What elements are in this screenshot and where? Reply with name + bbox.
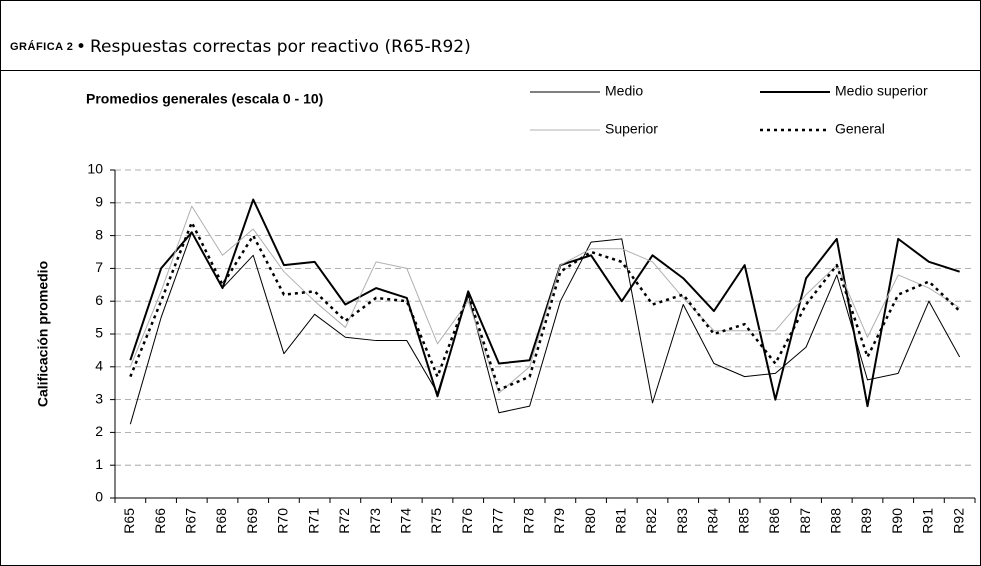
x-tick-label: R92 bbox=[950, 508, 966, 534]
y-tick-label: 1 bbox=[95, 456, 103, 472]
y-tick-label: 0 bbox=[95, 489, 103, 505]
x-tick-label: R88 bbox=[827, 508, 843, 534]
x-tick-label: R70 bbox=[275, 508, 291, 534]
series-line bbox=[129, 221, 961, 392]
y-tick-label: 5 bbox=[95, 325, 103, 341]
x-tick-label: R89 bbox=[858, 508, 874, 534]
chart-title: Promedios generales (escala 0 - 10) bbox=[86, 91, 323, 107]
x-tick-label: R76 bbox=[459, 508, 475, 534]
y-tick-label: 3 bbox=[95, 390, 103, 406]
y-tick-label: 6 bbox=[95, 292, 103, 308]
legend-label: Medio superior bbox=[835, 83, 928, 99]
x-tick-label: R65 bbox=[121, 508, 137, 534]
x-tick-label: R84 bbox=[705, 508, 721, 534]
x-tick-label: R87 bbox=[797, 508, 813, 534]
x-tick-label: R75 bbox=[428, 508, 444, 534]
legend-label: General bbox=[835, 121, 885, 137]
header-title: Respuestas correctas por reactivo (R65-R… bbox=[90, 37, 471, 57]
x-tick-label: R80 bbox=[582, 508, 598, 534]
x-tick-label: R77 bbox=[490, 508, 506, 534]
series-line bbox=[129, 198, 960, 408]
y-axis-label: Calificación promedio bbox=[35, 261, 51, 407]
y-tick-label: 7 bbox=[95, 259, 103, 275]
x-tick-label: R82 bbox=[643, 508, 659, 534]
y-tick-label: 2 bbox=[95, 423, 103, 439]
y-tick-label: 10 bbox=[87, 161, 103, 177]
y-tick-label: 9 bbox=[95, 194, 103, 210]
x-tick-label: R69 bbox=[244, 508, 260, 534]
x-tick-label: R68 bbox=[213, 508, 229, 534]
x-tick-label: R74 bbox=[397, 508, 413, 534]
x-tick-label: R85 bbox=[735, 508, 751, 534]
x-tick-label: R86 bbox=[766, 508, 782, 534]
header-label: GRÁFICA 2 bbox=[10, 40, 73, 53]
y-tick-label: 8 bbox=[95, 226, 103, 242]
legend-label: Medio bbox=[605, 83, 643, 99]
series-line bbox=[129, 231, 961, 425]
series-line bbox=[129, 205, 960, 394]
x-tick-label: R72 bbox=[336, 508, 352, 534]
x-tick-label: R81 bbox=[612, 508, 628, 534]
x-tick-label: R78 bbox=[520, 508, 536, 534]
x-tick-label: R79 bbox=[551, 508, 567, 534]
header-separator: • bbox=[76, 37, 86, 57]
y-tick-label: 4 bbox=[95, 358, 103, 374]
x-tick-label: R66 bbox=[152, 508, 168, 534]
x-tick-label: R91 bbox=[920, 508, 936, 534]
x-tick-label: R83 bbox=[674, 508, 690, 534]
x-tick-label: R71 bbox=[305, 508, 321, 534]
x-tick-label: R73 bbox=[367, 508, 383, 534]
x-tick-label: R90 bbox=[889, 508, 905, 534]
legend-label: Superior bbox=[605, 121, 658, 137]
x-tick-label: R67 bbox=[182, 508, 198, 534]
